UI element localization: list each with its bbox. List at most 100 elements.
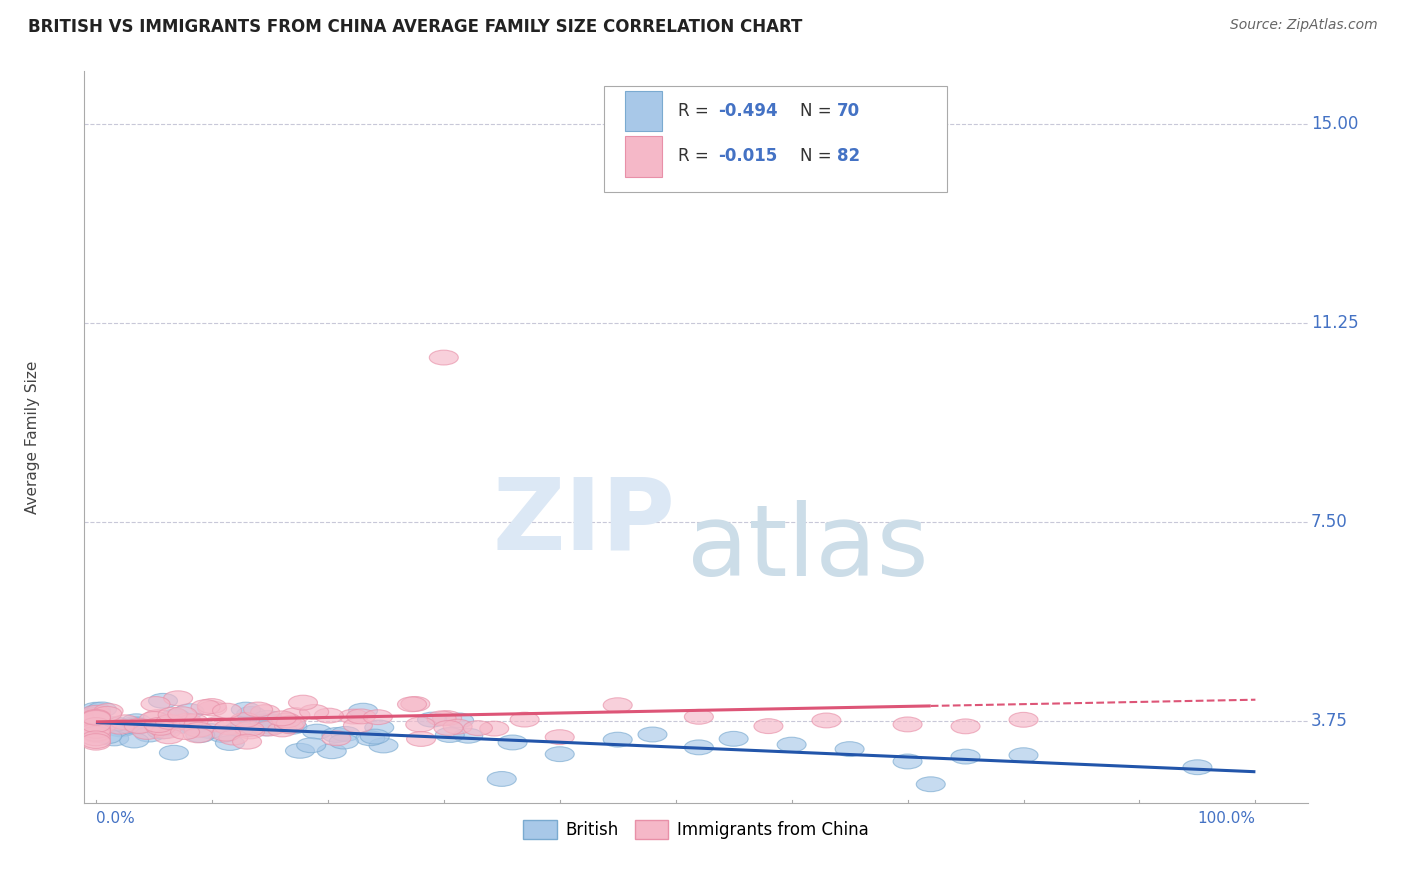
Ellipse shape xyxy=(82,723,111,737)
Ellipse shape xyxy=(121,716,150,731)
Ellipse shape xyxy=(274,719,304,733)
Ellipse shape xyxy=(368,738,398,753)
Ellipse shape xyxy=(122,720,152,734)
Ellipse shape xyxy=(93,706,122,722)
Ellipse shape xyxy=(212,703,242,718)
Ellipse shape xyxy=(122,714,150,729)
Ellipse shape xyxy=(156,714,184,730)
Ellipse shape xyxy=(778,737,806,752)
Text: R =: R = xyxy=(678,147,714,165)
Ellipse shape xyxy=(546,747,574,762)
Ellipse shape xyxy=(259,720,287,734)
Ellipse shape xyxy=(249,719,277,733)
Ellipse shape xyxy=(288,695,318,710)
Text: BRITISH VS IMMIGRANTS FROM CHINA AVERAGE FAMILY SIZE CORRELATION CHART: BRITISH VS IMMIGRANTS FROM CHINA AVERAGE… xyxy=(28,18,803,36)
Ellipse shape xyxy=(835,741,865,756)
Ellipse shape xyxy=(87,718,117,732)
Text: 0.0%: 0.0% xyxy=(96,811,135,826)
Ellipse shape xyxy=(82,709,111,724)
Ellipse shape xyxy=(229,722,259,737)
Ellipse shape xyxy=(191,699,221,714)
Ellipse shape xyxy=(100,716,129,731)
Ellipse shape xyxy=(322,728,352,742)
Ellipse shape xyxy=(398,697,426,712)
Ellipse shape xyxy=(252,721,280,736)
FancyBboxPatch shape xyxy=(605,86,946,192)
Ellipse shape xyxy=(184,723,214,737)
Ellipse shape xyxy=(454,729,482,743)
Text: 11.25: 11.25 xyxy=(1310,314,1358,332)
Ellipse shape xyxy=(893,717,922,731)
Ellipse shape xyxy=(179,719,208,734)
Ellipse shape xyxy=(356,731,385,746)
Ellipse shape xyxy=(406,731,436,747)
Ellipse shape xyxy=(110,721,138,736)
Ellipse shape xyxy=(685,740,713,755)
Ellipse shape xyxy=(638,727,666,742)
Ellipse shape xyxy=(82,711,111,725)
Ellipse shape xyxy=(82,733,111,748)
Ellipse shape xyxy=(82,710,111,725)
Ellipse shape xyxy=(173,714,201,728)
Ellipse shape xyxy=(82,714,111,729)
Ellipse shape xyxy=(105,722,135,737)
Ellipse shape xyxy=(82,713,111,728)
Ellipse shape xyxy=(202,717,231,731)
Ellipse shape xyxy=(149,693,177,708)
Ellipse shape xyxy=(343,718,373,733)
Ellipse shape xyxy=(82,709,111,723)
Ellipse shape xyxy=(360,729,389,744)
Ellipse shape xyxy=(105,719,134,734)
Text: N =: N = xyxy=(800,147,837,165)
Ellipse shape xyxy=(184,728,212,743)
Ellipse shape xyxy=(150,721,179,736)
Ellipse shape xyxy=(235,722,264,736)
Ellipse shape xyxy=(157,707,187,723)
Ellipse shape xyxy=(250,714,278,729)
Ellipse shape xyxy=(197,698,226,714)
Ellipse shape xyxy=(82,718,111,733)
Ellipse shape xyxy=(510,712,538,727)
Ellipse shape xyxy=(297,738,326,753)
Text: N =: N = xyxy=(800,102,837,120)
Ellipse shape xyxy=(143,710,173,724)
Ellipse shape xyxy=(82,715,111,730)
Text: Average Family Size: Average Family Size xyxy=(25,360,39,514)
Ellipse shape xyxy=(267,722,297,737)
Ellipse shape xyxy=(132,724,162,739)
Ellipse shape xyxy=(198,701,226,716)
Ellipse shape xyxy=(444,713,474,728)
Ellipse shape xyxy=(159,710,188,725)
Ellipse shape xyxy=(82,708,111,723)
Ellipse shape xyxy=(498,735,527,750)
Ellipse shape xyxy=(100,731,129,746)
Ellipse shape xyxy=(93,729,122,744)
Ellipse shape xyxy=(120,733,149,747)
Text: -0.494: -0.494 xyxy=(718,102,778,120)
Ellipse shape xyxy=(546,730,574,745)
Ellipse shape xyxy=(271,713,301,728)
Ellipse shape xyxy=(186,728,215,742)
Ellipse shape xyxy=(754,719,783,733)
Text: Source: ZipAtlas.com: Source: ZipAtlas.com xyxy=(1230,18,1378,32)
Ellipse shape xyxy=(82,707,111,722)
Ellipse shape xyxy=(893,754,922,769)
Ellipse shape xyxy=(155,729,183,744)
Ellipse shape xyxy=(1010,713,1038,727)
Text: 82: 82 xyxy=(837,147,859,165)
Ellipse shape xyxy=(215,720,243,735)
Ellipse shape xyxy=(82,723,111,739)
Ellipse shape xyxy=(146,721,176,735)
Ellipse shape xyxy=(236,724,264,739)
Ellipse shape xyxy=(82,724,111,739)
Ellipse shape xyxy=(225,722,254,736)
Text: -0.015: -0.015 xyxy=(718,147,778,165)
FancyBboxPatch shape xyxy=(626,91,662,131)
Ellipse shape xyxy=(87,702,117,717)
Ellipse shape xyxy=(211,726,240,741)
Ellipse shape xyxy=(278,719,307,734)
Ellipse shape xyxy=(236,706,266,722)
Ellipse shape xyxy=(950,719,980,734)
Ellipse shape xyxy=(173,715,202,731)
Ellipse shape xyxy=(254,721,283,736)
